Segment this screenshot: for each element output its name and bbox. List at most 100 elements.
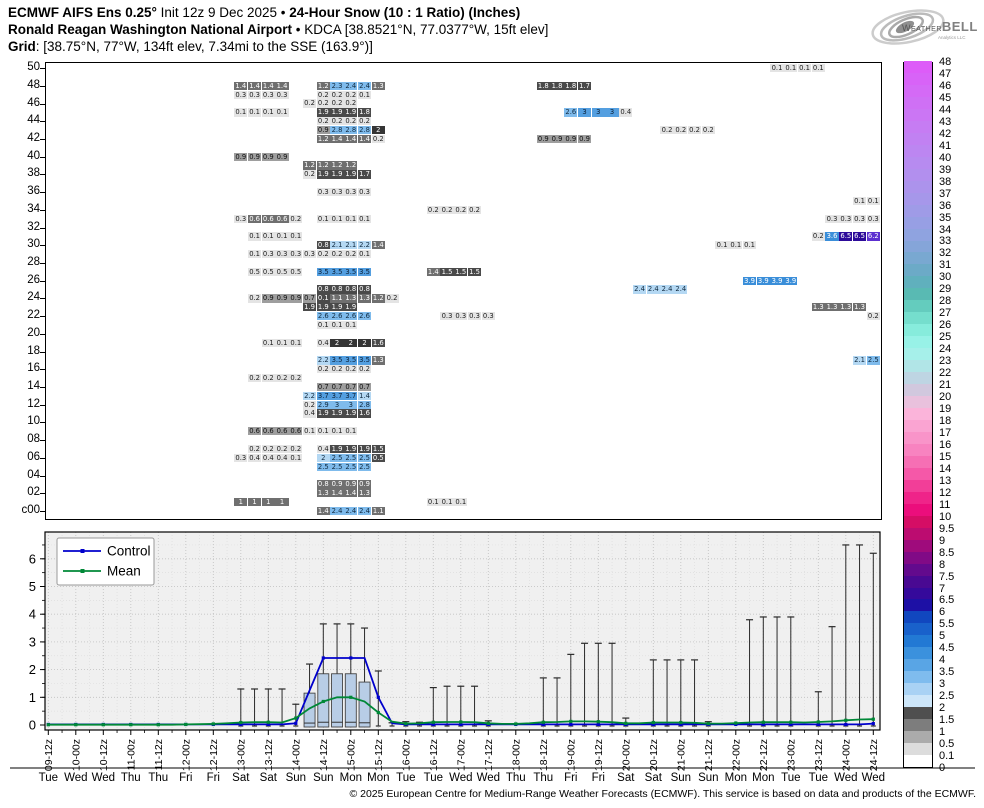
mean-marker: [101, 723, 105, 727]
x-tick-label: 21-00z: [675, 739, 687, 771]
x-day-label: Fri: [207, 772, 220, 784]
member-value-cell: 0.2: [275, 373, 289, 383]
member-value-cell: 1.5: [454, 267, 468, 276]
member-value-cell: 0.1: [261, 108, 275, 117]
member-value-cell: 0.2: [426, 205, 440, 214]
member-value-cell: 0.9: [289, 294, 303, 303]
member-value-cell: 1.3: [371, 81, 385, 90]
member-value-cell: 1.9: [330, 170, 344, 179]
member-value-cell: 1.3: [357, 489, 372, 498]
member-value-cell: 1.2: [344, 161, 358, 170]
member-value-cell: 0.4: [302, 409, 317, 418]
member-value-cell: 0.1: [357, 90, 372, 99]
member-value-cell: 1.7: [577, 81, 592, 90]
member-value-cell: 0.1: [316, 294, 330, 303]
control-marker: [294, 721, 298, 725]
member-value-cell: 0.2: [316, 90, 330, 99]
member-value-cell: 0.2: [248, 294, 262, 303]
mean-marker: [404, 722, 408, 726]
x-day-label: Sat: [645, 772, 663, 784]
member-value-cell: 1.7: [357, 170, 372, 179]
mean-marker: [266, 720, 270, 724]
legend-control-label: Control: [107, 544, 151, 559]
x-tick-label: 11-12z: [153, 739, 165, 770]
member-value-cell: 0.2: [344, 90, 358, 99]
member-value-cell: 3.5: [357, 267, 372, 276]
legend-mean-label: Mean: [107, 564, 141, 579]
colorbar-segment: [904, 443, 932, 456]
control-marker: [349, 656, 353, 660]
member-axis-label: 34: [27, 202, 40, 215]
colorbar-segment: [904, 610, 932, 624]
x-tick-label: 14-00z: [290, 739, 302, 771]
colorbar-tick-label: 26: [939, 319, 952, 332]
member-value-cell: 0.2: [674, 125, 688, 135]
member-axis-tick: [40, 493, 45, 495]
colorbar-tick-label: 31: [939, 259, 952, 272]
colorbar-bar: [903, 60, 933, 768]
member-value-cell: 2.6: [330, 311, 344, 321]
member-value-cell: 0.2: [687, 125, 702, 135]
member-value-cell: 1.4: [248, 81, 262, 90]
member-value-cell: 0.1: [357, 249, 372, 259]
mean-marker: [679, 720, 683, 725]
member-value-cell: 1.3: [811, 303, 825, 312]
member-value-cell: 0.1: [330, 214, 344, 223]
mean-marker: [74, 723, 78, 727]
colorbar-tick-label: 44: [939, 103, 952, 116]
control-marker: [596, 722, 600, 727]
colorbar-segment: [904, 479, 932, 492]
grid-label: Grid: [8, 39, 36, 54]
control-marker: [376, 695, 380, 699]
colorbar-segment: [904, 706, 932, 720]
x-day-label: Tue: [424, 772, 443, 784]
member-value-cell: 0.9: [357, 480, 372, 489]
member-value-cell: 1.3: [316, 489, 330, 498]
control-marker: [651, 722, 655, 727]
member-value-cell: 0.2: [289, 214, 303, 223]
colorbar-segment: [904, 670, 932, 684]
logo-text-analytics: Analytics LLC: [938, 35, 966, 40]
member-value-cell: 2.9: [316, 400, 330, 409]
member-value-cell: 0.2: [330, 117, 344, 126]
mean-marker: [321, 699, 325, 704]
y-tick-label: 6: [29, 551, 36, 566]
member-value-cell: 3: [344, 400, 358, 409]
member-axis-label: 32: [27, 220, 40, 233]
member-value-cell: 0.2: [385, 294, 399, 303]
member-value-cell: 1.9: [344, 303, 358, 312]
member-value-cell: 0.9: [261, 152, 275, 161]
member-value-cell: 2.6: [564, 108, 578, 117]
member-value-cell: 0.2: [275, 444, 289, 454]
member-value-cell: 0.1: [426, 497, 440, 507]
colorbar-tick-label: 46: [939, 79, 952, 92]
colorbar-tick-label: 34: [939, 223, 952, 236]
colorbar-tick-label: 33: [939, 235, 952, 248]
member-value-cell: 1.9: [344, 409, 358, 418]
member-value-cell: 1.4: [426, 267, 440, 276]
member-value-cell: 2.6: [357, 311, 372, 321]
member-value-cell: 0.7: [357, 382, 372, 392]
colorbar-tick-label: 43: [939, 115, 952, 128]
colorbar-segment: [904, 180, 932, 193]
member-axis-tick: [40, 369, 45, 371]
colorbar-tick-label: 45: [939, 91, 952, 104]
member-value-cell: 0.5: [371, 453, 385, 463]
colorbar-tick-label: 38: [939, 175, 952, 188]
control-marker: [816, 722, 820, 727]
mean-marker: [46, 723, 50, 727]
member-axis-label: 48: [27, 78, 40, 91]
colorbar-tick-label: 8.5: [939, 546, 955, 559]
colorbar-tick-label: 21: [939, 379, 952, 392]
member-axis-tick: [40, 174, 45, 176]
y-tick-label: 3: [29, 634, 36, 649]
member-value-cell: 0.3: [330, 187, 344, 197]
member-value-cell: 0.3: [866, 214, 880, 223]
member-value-cell: 2.4: [344, 81, 358, 90]
member-value-cell: 1.4: [344, 134, 358, 144]
y-tick-label: 2: [29, 662, 36, 677]
member-value-cell: 3.7: [316, 391, 330, 400]
colorbar-segment: [904, 371, 932, 385]
member-value-cell: 0.3: [261, 90, 275, 99]
member-value-cell: 1.3: [371, 356, 385, 365]
